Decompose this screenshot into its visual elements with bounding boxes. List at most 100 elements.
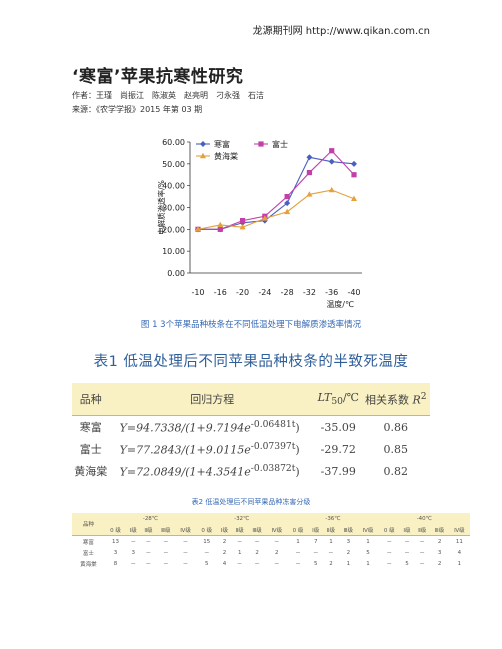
table1-cell-equation: Y=94.7338/(1+9.7194e-0.06481t) [119,419,300,435]
data-point [217,226,223,232]
table2-cell: － [156,535,176,547]
table2-cell: 1 [366,560,370,567]
x-tick-label: -10 [191,288,204,297]
table2-cell: 1 [287,535,309,547]
table2-cell: － [399,535,415,547]
table2-cell: － [163,550,169,557]
table2-header-grade: 0 级 [104,524,127,536]
table2-cell: － [404,550,410,557]
x-tick-label: -28 [281,288,294,297]
table2-cell: － [145,550,152,557]
table2-header-temp: -40℃ [378,513,470,524]
article-source: 来源：《农学学报》2015 年第 03 期 [72,105,203,114]
series-line-0 [198,156,355,230]
table2-header-grade: Ⅲ级 [247,524,267,536]
table2-cell: － [295,561,301,568]
table2-cell: 1 [237,549,242,556]
table2-cell: 1 [357,535,379,547]
table2-header-temp: -36℃ [287,513,379,524]
table2-cell: 2 [255,549,259,556]
legend-label: 富士 [272,139,288,149]
table2-header-grade: Ⅰ级 [126,524,141,536]
data-point [217,221,224,228]
table1-cell-variety: 黄海棠 [74,465,108,478]
table2-cell: － [254,561,260,568]
table2-cell: 2 [329,560,333,567]
table1-cell-lt50: -37.99 [320,464,356,478]
table1-title: 表1 低温处理后不同苹果品种枝条的半致死温度 [93,354,409,370]
x-axis-label: 温度/℃ [326,299,354,309]
table2-header-temp: -28℃ [104,513,197,524]
series-line-1 [198,149,355,230]
table2-cell: － [236,561,243,568]
table2-cell: － [231,535,248,547]
article-title: ‘寒富’苹果抗寒性研究 [72,67,244,87]
x-tick-label: -20 [236,288,249,297]
table-row: 富士 3 3 － － － － 2 1 2 2 － － － 2 5 － － － 3 4 [72,547,470,558]
legend-marker [200,141,206,147]
x-tick-label: -32 [303,288,316,297]
table2-cell: 1 [457,560,462,567]
data-point [239,218,246,224]
table2-header-grade: 0 级 [287,524,309,536]
table2-cell-variety: 黄海棠 [80,561,97,568]
table2-header-grade: Ⅰ级 [308,524,323,536]
table2-header-grade: Ⅱ级 [322,524,340,536]
series-line-2 [197,189,355,230]
table2-cell: 8 [113,560,118,567]
table2-cell: － [140,535,157,547]
x-tick-label: -40 [347,288,360,297]
table2-cell: 2 [430,535,449,547]
data-point [329,148,335,154]
table2-cell: 3 [339,535,358,547]
table2-cell: 5 [405,560,409,567]
table2-header-grade: Ⅳ级 [448,524,470,536]
data-point [284,208,291,215]
table1-header-equation: 回归方程 [109,383,315,416]
table2-cell: 2 [346,549,351,556]
table1-cell-variety: 寒富 [79,421,102,434]
table2-cell: － [414,535,431,547]
x-tick-label: -24 [258,288,271,297]
table2-cell: － [419,550,425,557]
electrolyte-leakage-chart: 0.00 10.00 20.00 30.00 40.00 50.00 60.00 -10 -16… [156,138,362,309]
table-row: 富士 Y=77.2843/(1+9.0115e-0.07397t) -29.72… [72,438,430,460]
table2-header-grade: 0 级 [196,524,218,536]
table2-cell: － [126,535,141,547]
table2-header-grade: Ⅰ级 [217,524,232,536]
data-point [195,226,201,232]
table-row: 寒富 Y=94.7338/(1+9.7194e-0.06481t) -35.09… [72,416,430,439]
table1-cell-lt50: -29.72 [320,442,356,456]
table1: 品种 回归方程 LT50/℃ 相关系数 R2 寒富 Y=94.7338/(1+9… [72,383,430,482]
data-point [351,172,357,178]
table1-cell-r2: 0.85 [383,442,409,456]
site-header-url[interactable]: 龙源期刊网 http://www.qikan.com.cn [252,26,430,37]
table-row: 寒富 13 －－－－ 15 2 －－－ 1 7 1 3 1 －－－ 2 11 [72,535,470,547]
data-point [261,215,268,221]
table2-header-variety: 品种 [72,513,105,536]
table2-cell: 2 [217,535,232,547]
legend-marker [200,152,206,159]
table2-cell: 5 [313,560,318,567]
y-axis-label: 电解质渗透率/% [156,180,166,235]
x-tick-label: -36 [325,288,338,297]
table1-header-r2: 相关系数 R2 [361,383,430,416]
table-row: 黄海棠 8 － － － － 5 4 － － － － 5 2 1 1 － 5 － 2 1 [72,558,470,569]
table2-cell: － [247,535,267,547]
table2-header-grade: Ⅳ级 [357,524,379,536]
table2-cell: － [386,561,392,568]
table2-cell: － [266,535,288,547]
table-row: 黄海棠 Y=72.0849/(1+4.3541e-0.03872t) -37.9… [72,460,430,482]
table2-header-grade: Ⅱ级 [231,524,248,536]
table2-cell-variety: 寒富 [72,535,105,547]
table1-cell-r2: 0.82 [383,464,409,478]
table1-cell-equation: Y=72.0849/(1+4.3541e-0.03872t) [119,463,300,479]
table2-cell: － [328,550,334,557]
table2-cell: － [378,535,400,547]
table2-cell: 1 [322,535,340,547]
data-point [351,160,357,167]
legend-label: 黄海棠 [214,151,238,161]
table2-cell: 3 [437,549,442,556]
data-point [284,193,290,200]
table2-cell: － [203,550,210,557]
